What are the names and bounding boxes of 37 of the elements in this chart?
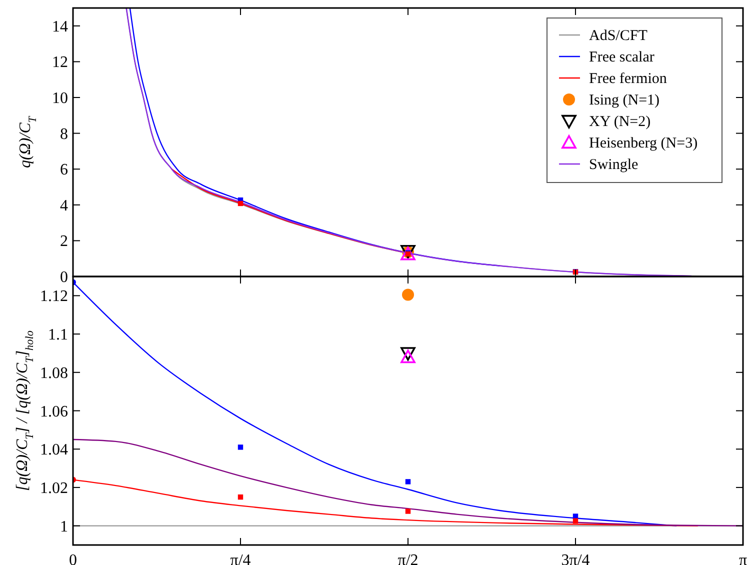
y-tick-label: 2 (60, 233, 68, 250)
y-tick-label: 1 (60, 518, 68, 536)
y-tick-label: 1.12 (40, 288, 68, 306)
point (402, 288, 414, 301)
y-tick-label: 1.08 (40, 364, 68, 382)
x-tick-label: 3π/4 (561, 552, 590, 565)
legend-label: XY (N=2) (589, 114, 651, 130)
y-tick-label: 12 (52, 54, 68, 72)
y-tick-label: 1.1 (48, 326, 68, 344)
x-tick-label: π (738, 552, 748, 565)
x-tick-label: 0 (69, 552, 77, 565)
y-tick-label: 8 (60, 126, 68, 143)
legend-label: Free fermion (589, 71, 668, 87)
legend-label: Swingle (589, 157, 639, 173)
point (238, 494, 244, 500)
legend-label: Ising (N=1) (589, 92, 660, 108)
y-tick-label: 1.04 (40, 442, 68, 459)
x-tick-label: π/4 (230, 552, 251, 565)
x-tick-label: π/2 (398, 552, 418, 565)
point (400, 347, 416, 361)
y-tick-label: 4 (60, 197, 68, 214)
point (238, 200, 244, 206)
line-series (73, 438, 743, 526)
legend-label: Heisenberg (N=3) (589, 136, 698, 152)
legend-label: Free scalar (589, 50, 654, 66)
point (572, 518, 578, 524)
y-tick-label: 10 (52, 90, 68, 107)
y-tick-label: 1.06 (40, 403, 68, 420)
point (238, 444, 244, 450)
y-tick-label: 0 (60, 269, 68, 286)
legend-label: AdS/CFT (589, 28, 648, 44)
y-tick-label: 14 (52, 18, 68, 36)
y-tick-label: 1.02 (40, 480, 68, 497)
point (405, 479, 411, 484)
point (405, 508, 411, 514)
y-tick-label: 6 (60, 162, 68, 179)
point (400, 350, 416, 364)
